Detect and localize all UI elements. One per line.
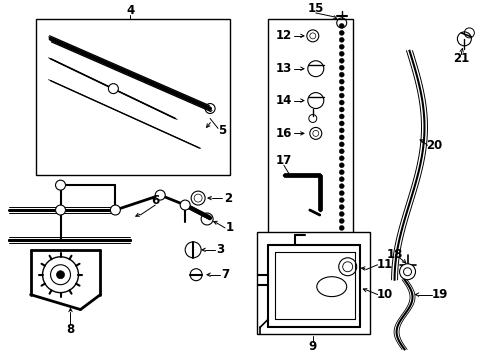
Circle shape <box>339 225 344 230</box>
Circle shape <box>339 163 344 168</box>
Text: 2: 2 <box>224 192 232 204</box>
Text: 7: 7 <box>221 268 229 281</box>
Text: 3: 3 <box>216 243 224 256</box>
Circle shape <box>56 205 65 215</box>
Circle shape <box>339 79 344 84</box>
Text: 11: 11 <box>376 258 392 271</box>
Circle shape <box>339 51 344 56</box>
Bar <box>256 232 369 334</box>
Text: 10: 10 <box>376 288 392 301</box>
Text: 20: 20 <box>426 139 442 152</box>
Text: 4: 4 <box>126 4 134 18</box>
Text: 1: 1 <box>225 221 234 234</box>
Bar <box>36 19 229 175</box>
Circle shape <box>339 212 344 216</box>
Circle shape <box>339 135 344 140</box>
Circle shape <box>108 84 118 94</box>
Circle shape <box>339 65 344 70</box>
Circle shape <box>339 37 344 42</box>
Text: 16: 16 <box>275 127 291 140</box>
Circle shape <box>339 149 344 154</box>
Circle shape <box>339 114 344 119</box>
Circle shape <box>57 271 64 279</box>
Circle shape <box>339 177 344 182</box>
Circle shape <box>339 198 344 203</box>
Circle shape <box>110 205 120 215</box>
Text: 9: 9 <box>308 340 316 353</box>
Circle shape <box>180 200 190 210</box>
Circle shape <box>339 219 344 224</box>
Text: 5: 5 <box>218 124 226 137</box>
Circle shape <box>339 107 344 112</box>
Circle shape <box>339 93 344 98</box>
Text: 18: 18 <box>386 248 402 261</box>
Circle shape <box>339 44 344 49</box>
Circle shape <box>155 190 165 200</box>
Circle shape <box>339 86 344 91</box>
Circle shape <box>339 58 344 63</box>
Circle shape <box>339 121 344 126</box>
Text: 19: 19 <box>430 288 447 301</box>
Circle shape <box>56 180 65 190</box>
Text: 15: 15 <box>307 3 324 15</box>
Circle shape <box>339 72 344 77</box>
Circle shape <box>339 204 344 210</box>
Circle shape <box>339 156 344 161</box>
Circle shape <box>339 184 344 189</box>
Circle shape <box>339 170 344 175</box>
Text: 12: 12 <box>275 30 291 42</box>
Bar <box>267 19 352 235</box>
Text: 13: 13 <box>275 62 291 75</box>
Text: 14: 14 <box>275 94 291 107</box>
Circle shape <box>339 23 344 28</box>
Circle shape <box>339 142 344 147</box>
Text: 21: 21 <box>452 52 468 65</box>
Text: 17: 17 <box>275 154 291 167</box>
Circle shape <box>339 190 344 195</box>
Text: 6: 6 <box>151 194 159 207</box>
Circle shape <box>339 128 344 133</box>
Text: 8: 8 <box>66 323 75 336</box>
Circle shape <box>339 30 344 35</box>
Circle shape <box>399 264 415 280</box>
Circle shape <box>339 100 344 105</box>
